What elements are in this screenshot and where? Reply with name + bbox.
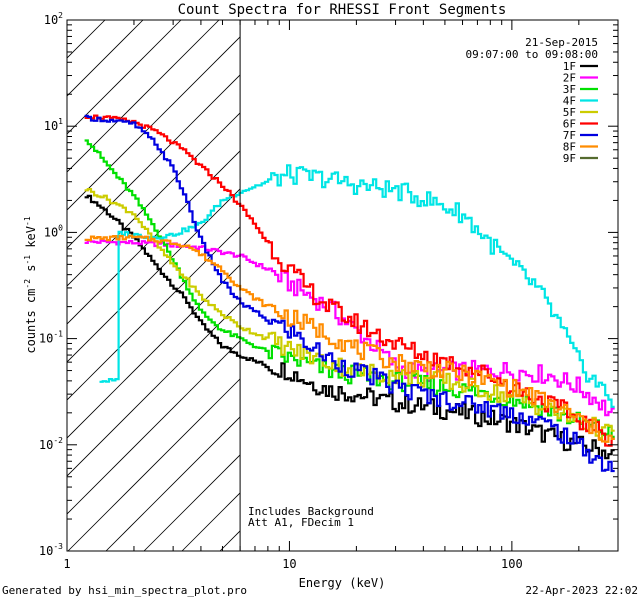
y-tick-base: 10 xyxy=(39,332,53,346)
x-tick-label: 10 xyxy=(282,557,296,571)
y-tick-base: 10 xyxy=(44,225,58,239)
footer-generator: Generated by hsi_min_spectra_plot.pro xyxy=(2,584,247,597)
series-line-1f xyxy=(84,194,615,460)
series-line-7f xyxy=(84,114,615,473)
series-line-8f xyxy=(84,234,615,443)
legend-label-7f: 7F xyxy=(563,129,576,142)
hatch-line xyxy=(67,226,241,401)
y-tick-label: 102 xyxy=(44,11,63,27)
y-tick-base: 10 xyxy=(39,438,53,452)
series-line-3f xyxy=(84,139,615,438)
hatch-line xyxy=(67,36,241,211)
hatch-line xyxy=(143,454,241,551)
series-line-4f xyxy=(99,164,615,408)
y-tick-exponent: 1 xyxy=(58,117,63,126)
hatch-line xyxy=(67,340,241,515)
legend-time: 09:07:00 to 09:08:00 xyxy=(466,48,598,61)
y-tick-label: 10-3 xyxy=(39,542,63,558)
legend-label-2f: 2F xyxy=(563,72,576,85)
legend-label-4f: 4F xyxy=(563,95,576,108)
legend-label-5f: 5F xyxy=(563,106,576,119)
hatch-line xyxy=(67,20,182,135)
footer-timestamp: 22-Apr-2023 22:02 xyxy=(525,584,638,597)
y-tick-base: 10 xyxy=(39,544,53,558)
y-label-exp-1: -2 xyxy=(23,279,32,289)
series-group xyxy=(84,114,615,473)
hatch-line xyxy=(67,302,241,477)
y-tick-exponent: 0 xyxy=(58,223,63,232)
y-label-part-2: s xyxy=(24,265,38,279)
annotation-attenuator: Att A1, FDecim 1 xyxy=(248,516,354,529)
y-tick-base: 10 xyxy=(44,13,58,27)
hatch-line xyxy=(67,74,241,249)
x-axis-ticks: 1 10 100 xyxy=(63,20,619,571)
legend-date: 21-Sep-2015 xyxy=(525,36,598,49)
annotation-background: Includes Background xyxy=(248,505,374,518)
y-label-exp-2: -1 xyxy=(23,255,32,265)
x-axis-label: Energy (keV) xyxy=(299,576,386,590)
legend-label-3f: 3F xyxy=(563,83,576,96)
legend-label-6f: 6F xyxy=(563,118,576,131)
y-label-part-3: keV xyxy=(24,226,38,255)
y-tick-exponent: -2 xyxy=(53,436,63,445)
y-tick-label: 10-2 xyxy=(39,436,63,452)
y-tick-base: 10 xyxy=(44,119,58,133)
y-tick-label: 100 xyxy=(44,223,63,239)
hatch-line xyxy=(105,416,241,551)
y-tick-label: 10-1 xyxy=(39,330,63,346)
hatch-line xyxy=(67,264,241,439)
legend: 21-Sep-2015 09:07:00 to 09:08:00 1F2F3F4… xyxy=(466,36,598,165)
series-line-5f xyxy=(84,188,615,440)
legend-label-8f: 8F xyxy=(563,141,576,154)
hatch-line xyxy=(67,20,220,173)
y-axis-label: counts cm-2 s-1 keV-1 xyxy=(23,216,38,353)
plot-frame xyxy=(66,19,619,552)
y-tick-exponent: -3 xyxy=(53,542,63,551)
hatch-line xyxy=(67,188,241,363)
chart-title: Count Spectra for RHESSI Front Segments xyxy=(178,2,507,18)
hatch-line xyxy=(67,150,241,325)
hatch-line xyxy=(67,378,241,551)
x-tick-label: 100 xyxy=(501,557,523,571)
y-label-exp-3: -1 xyxy=(23,216,32,226)
y-tick-label: 101 xyxy=(44,117,63,133)
x-tick-label: 1 xyxy=(63,557,70,571)
y-tick-exponent: -1 xyxy=(53,330,63,339)
y-label-part-1: counts cm xyxy=(24,289,38,354)
legend-label-9f: 9F xyxy=(563,152,576,165)
y-tick-exponent: 2 xyxy=(58,11,63,20)
legend-label-1f: 1F xyxy=(563,60,576,73)
